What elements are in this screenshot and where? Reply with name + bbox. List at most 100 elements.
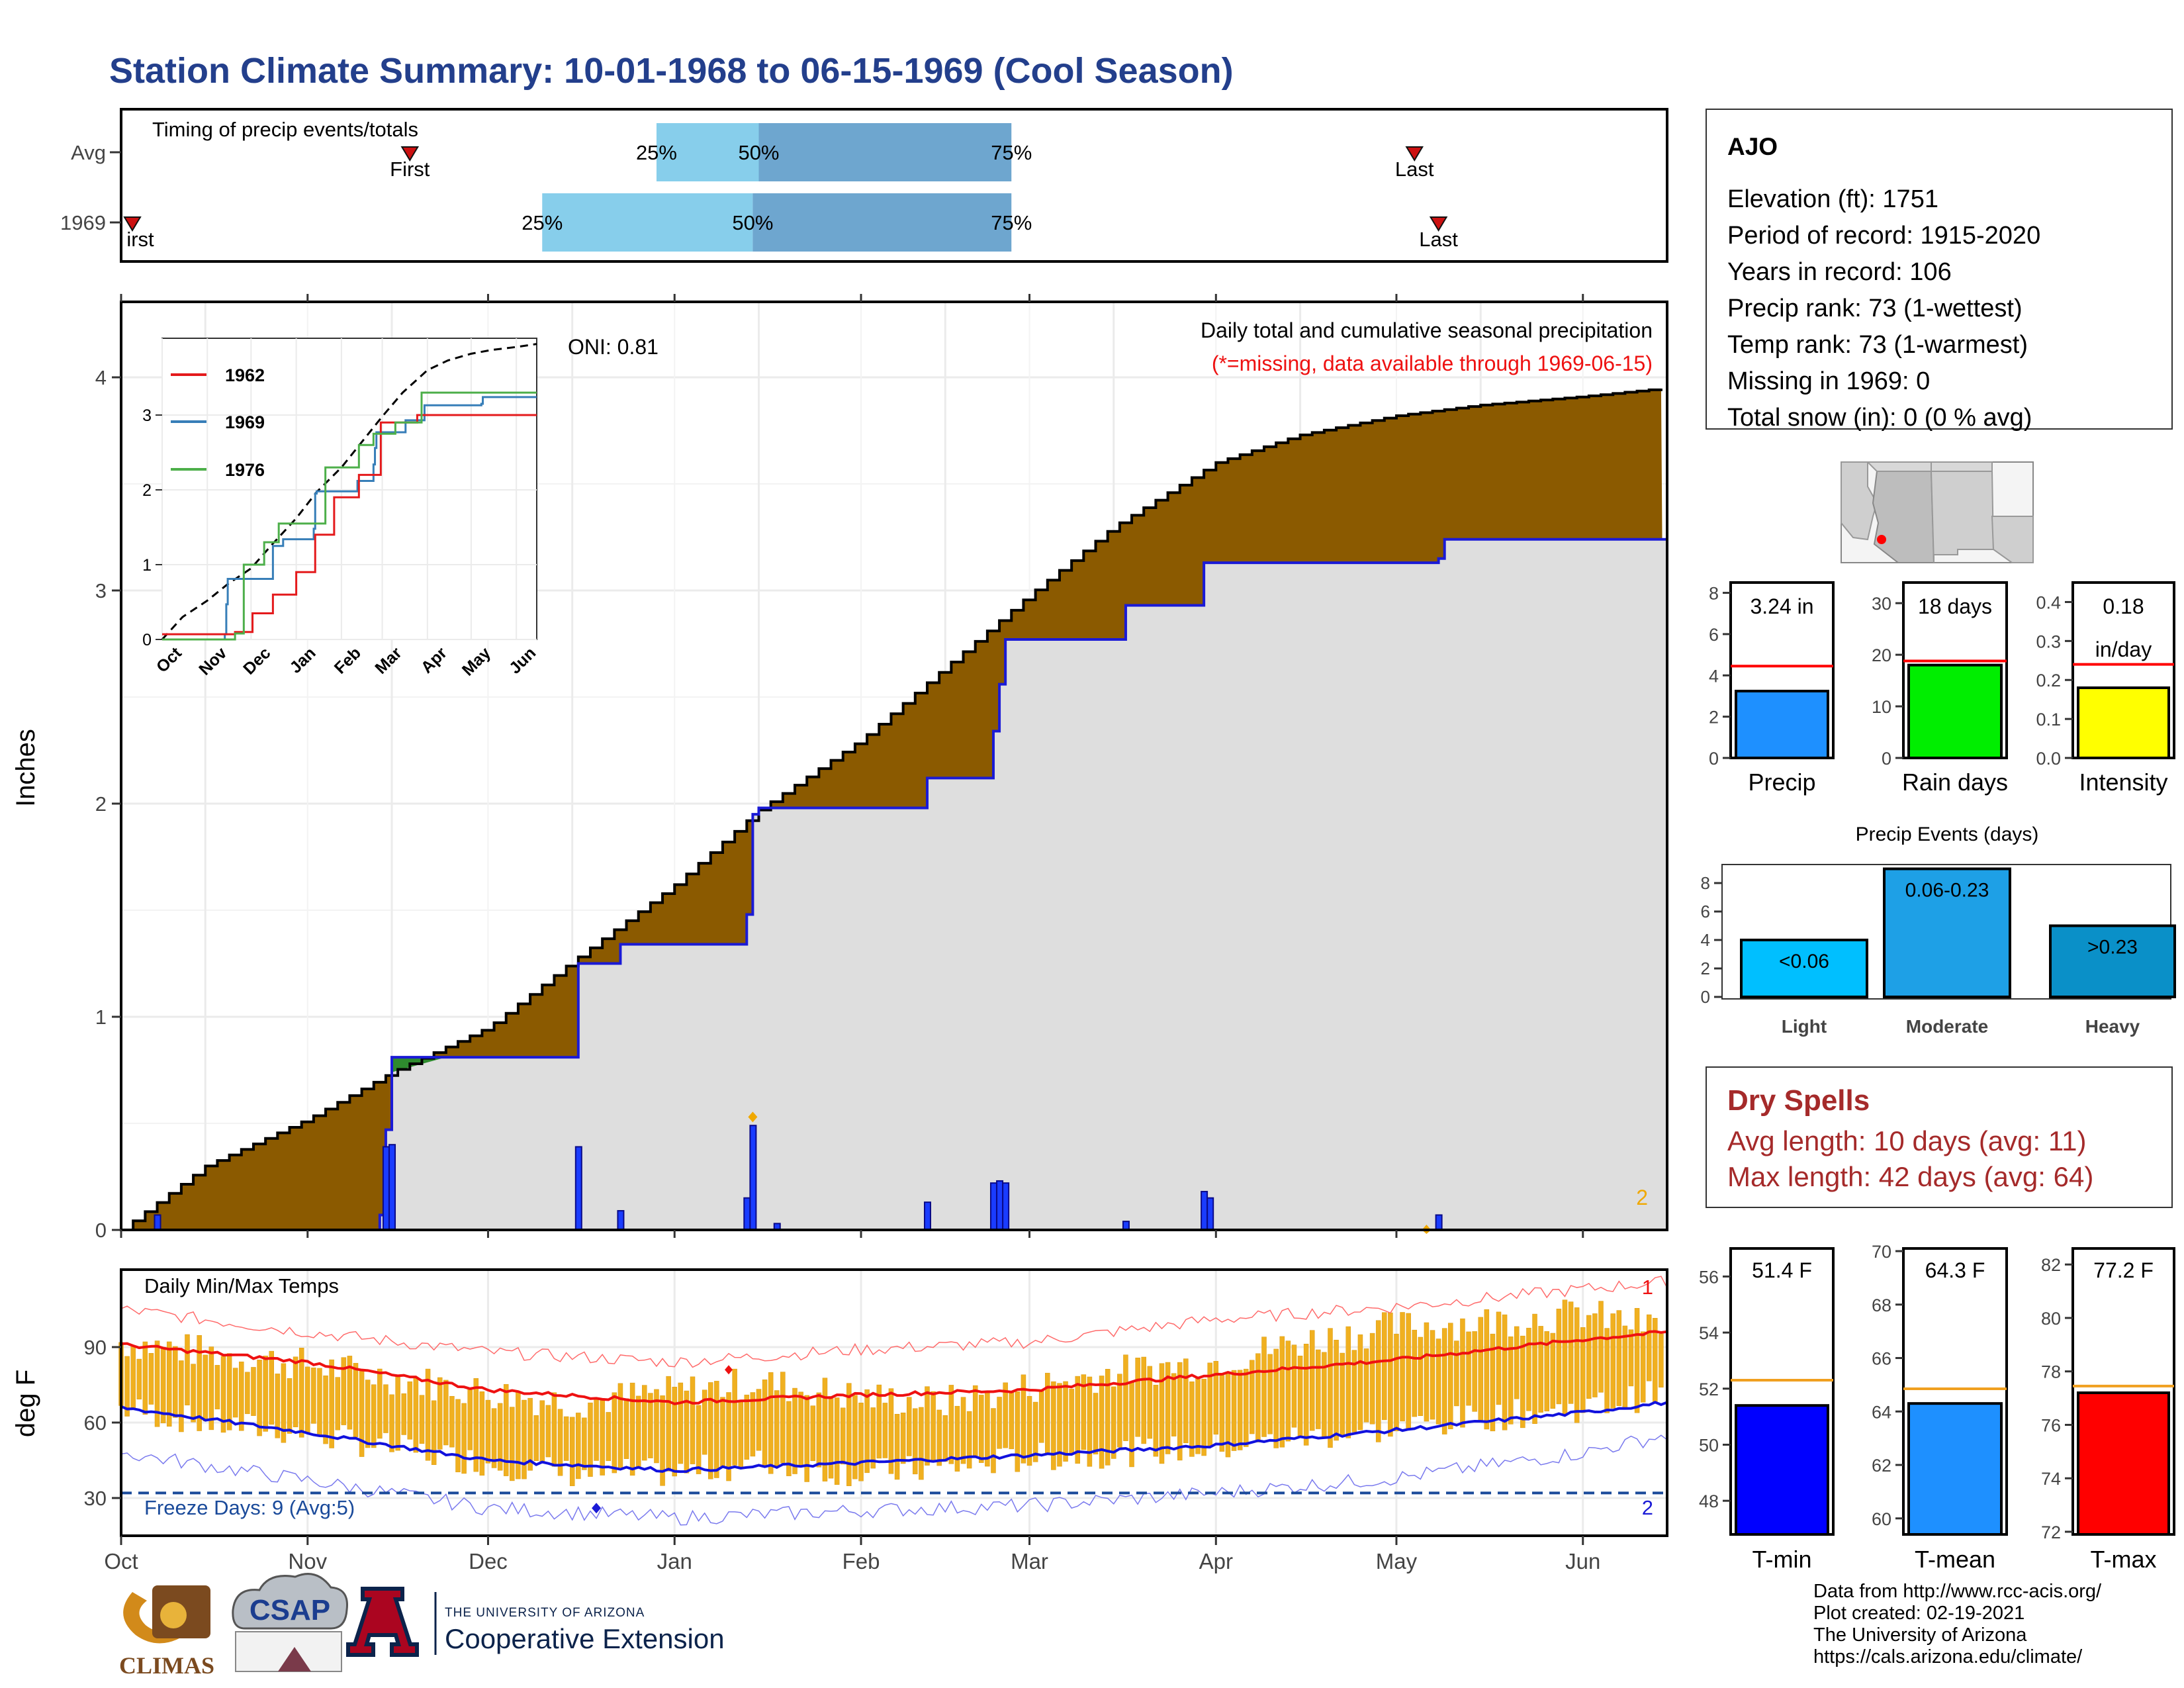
daily-temp-bar bbox=[972, 1385, 978, 1458]
daily-temp-bar bbox=[1334, 1340, 1339, 1441]
daily-temp-bar bbox=[678, 1382, 684, 1464]
daily-temp-bar bbox=[1544, 1331, 1549, 1412]
daily-temp-bar bbox=[437, 1377, 443, 1450]
mini-bar-label: Precip bbox=[1748, 769, 1815, 796]
daily-temp-bar bbox=[1183, 1358, 1189, 1444]
csap-cloud bbox=[232, 1573, 348, 1630]
daily-temp-bar bbox=[1369, 1333, 1375, 1425]
mini-bar-y-tick-label: 0 bbox=[1882, 749, 1891, 769]
info-snow: Total snow (in): 0 (0 % avg) bbox=[1727, 404, 2032, 432]
daily-precip-bar bbox=[1201, 1191, 1208, 1231]
timing-last-label: Last bbox=[1419, 228, 1458, 251]
temp-bar-value-label: 51.4 F bbox=[1752, 1258, 1812, 1282]
daily-precip-bar bbox=[749, 1125, 757, 1231]
daily-temp-bar bbox=[1069, 1388, 1074, 1455]
daily-temp-bar bbox=[828, 1396, 834, 1479]
location-map bbox=[1841, 461, 2034, 563]
record-min-line bbox=[120, 1434, 1668, 1526]
daily-temp-bar bbox=[341, 1357, 347, 1425]
daily-precip-bar bbox=[574, 1146, 582, 1231]
daily-temp-bar bbox=[1081, 1374, 1087, 1450]
daily-temp-bar bbox=[516, 1391, 521, 1479]
daily-temp-bar bbox=[1189, 1382, 1195, 1457]
daily-precip-bar bbox=[388, 1144, 396, 1231]
daily-temp-bar bbox=[431, 1400, 437, 1465]
daily-temp-bar bbox=[738, 1400, 743, 1469]
daily-temp-bar bbox=[708, 1382, 713, 1479]
mini-bar-y-tick-label: 0.0 bbox=[2036, 749, 2061, 769]
daily-temp-bar bbox=[1622, 1325, 1628, 1408]
daily-temp-bar bbox=[666, 1376, 671, 1472]
daily-temp-bar bbox=[401, 1393, 406, 1435]
daily-temp-bar bbox=[1153, 1385, 1159, 1457]
temp-bar-y-tick-label: 48 bbox=[1699, 1491, 1719, 1511]
ua-block-a bbox=[346, 1587, 419, 1657]
temp-x-tick-label: May bbox=[1376, 1549, 1418, 1573]
temp-bar-y-tick-label: 54 bbox=[1699, 1323, 1719, 1343]
temp-x-tick-label: Apr bbox=[1199, 1549, 1233, 1573]
dry-spells-avg: Avg length: 10 days (avg: 11) bbox=[1727, 1125, 2086, 1156]
freeze-label: Freeze Days: 9 (Avg:5) bbox=[144, 1496, 355, 1519]
daily-temp-bar bbox=[600, 1398, 605, 1476]
csap-mountain bbox=[278, 1647, 311, 1671]
daily-temp-bar bbox=[1496, 1311, 1502, 1405]
daily-temp-bar bbox=[804, 1395, 809, 1482]
daily-temp-bar bbox=[1406, 1313, 1411, 1429]
daily-temp-bar bbox=[919, 1407, 924, 1480]
daily-temp-bar bbox=[208, 1346, 214, 1430]
temp-series bbox=[118, 1276, 1668, 1526]
daily-temp-bar bbox=[798, 1391, 803, 1467]
timing-q50-q75-bar bbox=[752, 193, 1012, 252]
mini-bar-y-tick-label: 20 bbox=[1872, 645, 1891, 665]
daily-temp-bar bbox=[1466, 1331, 1471, 1406]
daily-temp-bar bbox=[1659, 1333, 1664, 1387]
daily-temp-bar bbox=[744, 1394, 750, 1460]
daily-temp-bar bbox=[377, 1368, 383, 1439]
temp-bar-y-tick-label: 52 bbox=[1699, 1380, 1719, 1399]
daily-temp-bar bbox=[245, 1372, 250, 1415]
daily-temp-bar bbox=[1550, 1333, 1556, 1409]
temp-bar-y-tick-label: 78 bbox=[2041, 1362, 2061, 1382]
daily-temp-bar bbox=[1255, 1353, 1261, 1442]
daily-temp-bar bbox=[269, 1350, 274, 1425]
temp-bar-y-tick-label: 70 bbox=[1872, 1242, 1891, 1262]
temp-x-tick-label: Feb bbox=[842, 1549, 880, 1573]
temp-bar-value bbox=[2077, 1391, 2170, 1536]
daily-temp-bar bbox=[1568, 1301, 1574, 1404]
daily-temp-bar bbox=[335, 1377, 340, 1430]
daily-temp-bar bbox=[281, 1363, 287, 1443]
daily-temp-bar bbox=[239, 1361, 244, 1431]
daily-temp-bar bbox=[1460, 1318, 1465, 1428]
info-elevation: Elevation (ft): 1751 bbox=[1727, 185, 1938, 213]
events-category-label: Moderate bbox=[1906, 1016, 1988, 1037]
ua-name: THE UNIVERSITY OF ARIZONA bbox=[445, 1606, 645, 1620]
daily-temp-bar bbox=[1328, 1328, 1333, 1448]
dry-spells-box: Dry Spells Avg length: 10 days (avg: 11)… bbox=[1706, 1066, 2173, 1208]
temp-bar-y-tick-label: 50 bbox=[1699, 1435, 1719, 1455]
daily-temp-bar bbox=[864, 1389, 870, 1474]
legend-label-1976: 1976 bbox=[225, 460, 265, 480]
temp-bar-y-tick-label: 74 bbox=[2041, 1469, 2061, 1489]
map-texas bbox=[1991, 516, 2034, 563]
daily-temp-bar bbox=[1340, 1352, 1345, 1435]
daily-temp-bar bbox=[1490, 1333, 1496, 1432]
temp-x-tick-label: Mar bbox=[1011, 1549, 1048, 1573]
mini-bar-y-tick-label: 0.1 bbox=[2036, 710, 2061, 729]
daily-temp-bar bbox=[954, 1405, 960, 1472]
daily-temp-bar bbox=[1243, 1368, 1249, 1447]
daily-temp-bar bbox=[522, 1399, 527, 1479]
mini-bar-y-tick-label: 0.4 bbox=[2036, 592, 2061, 612]
timing-first-marker bbox=[123, 216, 142, 232]
temp-y-tick-label: 30 bbox=[84, 1487, 107, 1510]
daily-temp-bar bbox=[142, 1341, 148, 1415]
daily-temp-bar bbox=[1099, 1376, 1105, 1469]
events-bar bbox=[1740, 939, 1868, 998]
daily-temp-bar bbox=[1237, 1370, 1243, 1450]
temp-x-axis: Oct Nov Dec Jan Feb Mar Apr May Jun bbox=[104, 1536, 1600, 1573]
daily-temp-bar bbox=[1478, 1317, 1483, 1421]
daily-temp-bar bbox=[1129, 1382, 1134, 1468]
daily-temp-bar bbox=[425, 1368, 431, 1461]
info-frame bbox=[1706, 109, 2173, 430]
daily-temp-bar bbox=[1538, 1326, 1543, 1413]
daily-temp-bar bbox=[714, 1381, 719, 1478]
